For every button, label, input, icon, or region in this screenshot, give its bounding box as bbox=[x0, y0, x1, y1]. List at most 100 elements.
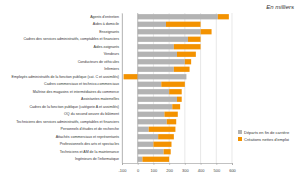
category-label: Assistantes maternelles bbox=[81, 97, 119, 101]
bar bbox=[138, 29, 201, 34]
category-label: Employés administratifs de la fonction p… bbox=[12, 75, 119, 79]
bar bbox=[138, 82, 162, 87]
category-label: Enseignants bbox=[99, 30, 119, 34]
bar bbox=[161, 82, 185, 87]
category-label: Ingénieurs de l'informatique bbox=[75, 157, 119, 161]
category-label: Aides à domicile bbox=[93, 22, 119, 26]
tick-mark bbox=[232, 163, 233, 165]
tick: Cadres commerciaux et technico-commercia… bbox=[44, 82, 122, 86]
tick-mark bbox=[169, 163, 170, 165]
category-label: Conducteurs de véhicules bbox=[78, 60, 120, 64]
category-label: Infirmiers bbox=[104, 67, 119, 71]
bar bbox=[138, 127, 149, 132]
bar bbox=[138, 44, 174, 49]
bar bbox=[164, 149, 171, 154]
tick: Enseignants bbox=[99, 30, 122, 34]
bar bbox=[177, 97, 182, 102]
tick: Agents d'entretien bbox=[90, 15, 122, 19]
tick: Infirmiers bbox=[104, 67, 122, 71]
category-label: Vendeurs bbox=[104, 52, 119, 56]
bar bbox=[153, 142, 171, 147]
tick: Cadres de la fonction publique (catégori… bbox=[30, 105, 123, 109]
category-label: Personnels d'études et de recherche bbox=[61, 127, 119, 131]
tick: -100 bbox=[118, 163, 127, 173]
tick-mark bbox=[153, 163, 154, 165]
grid-line bbox=[153, 13, 154, 163]
bar bbox=[167, 119, 176, 124]
legend-label: Départs en fin de carrière bbox=[244, 130, 290, 135]
tick: Techniciens et AM de la maintenance bbox=[60, 150, 122, 154]
tick: 300 bbox=[182, 163, 189, 173]
bar bbox=[158, 134, 174, 139]
tick-label: 100 bbox=[151, 168, 158, 173]
bar bbox=[138, 104, 173, 109]
tick: Attachés commerciaux et représentants bbox=[56, 135, 122, 139]
chart: -1000100200300400500600Agents d'entretie… bbox=[0, 0, 300, 179]
tick: 100 bbox=[151, 163, 158, 173]
bar bbox=[174, 67, 190, 72]
category-label: Cadres des services administratifs, comp… bbox=[24, 37, 120, 41]
grid-line bbox=[169, 13, 170, 163]
tick: Cadres des services administratifs, comp… bbox=[24, 37, 122, 41]
bar bbox=[138, 74, 187, 79]
grid-line bbox=[122, 13, 123, 163]
series bbox=[124, 14, 229, 162]
category-label: Professionnels des arts et spectacles bbox=[60, 142, 120, 146]
bar bbox=[138, 22, 166, 27]
grid bbox=[122, 13, 232, 163]
legend-swatch bbox=[238, 130, 242, 134]
bar bbox=[138, 112, 165, 117]
bar bbox=[138, 14, 218, 19]
grid-line bbox=[184, 13, 185, 163]
bar bbox=[138, 134, 158, 139]
bar bbox=[138, 52, 177, 57]
legend-swatch bbox=[238, 137, 242, 141]
bar bbox=[218, 14, 229, 19]
tick-label: 200 bbox=[166, 168, 173, 173]
tick: OQ du second oeuvre du bâtiment bbox=[64, 112, 122, 116]
tick: Employés administratifs de la fonction p… bbox=[12, 75, 122, 79]
legend-item: Créations nettes d'emploi bbox=[238, 137, 289, 142]
bar bbox=[149, 127, 176, 132]
bars bbox=[124, 14, 229, 162]
legend-label: Créations nettes d'emploi bbox=[244, 137, 289, 142]
bar bbox=[138, 89, 169, 94]
legend: Départs en fin de carrière Créations nett… bbox=[238, 130, 290, 142]
tick: Ingénieurs de l'informatique bbox=[75, 157, 122, 161]
tick: Conducteurs de véhicules bbox=[78, 60, 122, 64]
category-label: Cadres de la fonction publique (catégori… bbox=[30, 105, 120, 109]
legend-item: Départs en fin de carrière bbox=[238, 130, 290, 135]
tick: Maîtrise des magasins et intermédiaires … bbox=[33, 90, 122, 94]
tick-label: 600 bbox=[229, 168, 236, 173]
bar bbox=[138, 97, 177, 102]
grid-line bbox=[216, 13, 217, 163]
tick: Personnels d'études et de recherche bbox=[61, 127, 122, 131]
tick-mark bbox=[185, 163, 186, 165]
tick: Aides à domicile bbox=[93, 22, 122, 26]
bar bbox=[164, 112, 177, 117]
plot: -1000100200300400500600Agents d'entretie… bbox=[12, 13, 237, 173]
x-axis: -1000100200300400500600 bbox=[118, 163, 236, 173]
bar bbox=[138, 149, 164, 154]
bar bbox=[124, 74, 138, 79]
y-axis: Agents d'entretien Aides à domicile Enseig… bbox=[12, 14, 123, 164]
category-label: OQ du second oeuvre du bâtiment bbox=[64, 112, 119, 116]
axis-line bbox=[122, 14, 123, 164]
bar bbox=[138, 119, 167, 124]
tick-label: 400 bbox=[198, 168, 205, 173]
category-label: Maîtrise des magasins et intermédiaires … bbox=[33, 90, 119, 94]
zero-line bbox=[137, 13, 138, 163]
grid-line bbox=[200, 13, 201, 163]
tick: 200 bbox=[166, 163, 173, 173]
axis-line bbox=[123, 164, 233, 166]
tick: 600 bbox=[229, 163, 236, 173]
bar bbox=[166, 22, 201, 27]
tick-mark bbox=[216, 163, 217, 165]
bar bbox=[172, 104, 180, 109]
tick: Vendeurs bbox=[104, 52, 122, 56]
bar bbox=[185, 59, 191, 64]
tick: 0 bbox=[137, 163, 140, 173]
bar bbox=[138, 67, 174, 72]
tick: 400 bbox=[198, 163, 205, 173]
bar bbox=[138, 37, 188, 42]
